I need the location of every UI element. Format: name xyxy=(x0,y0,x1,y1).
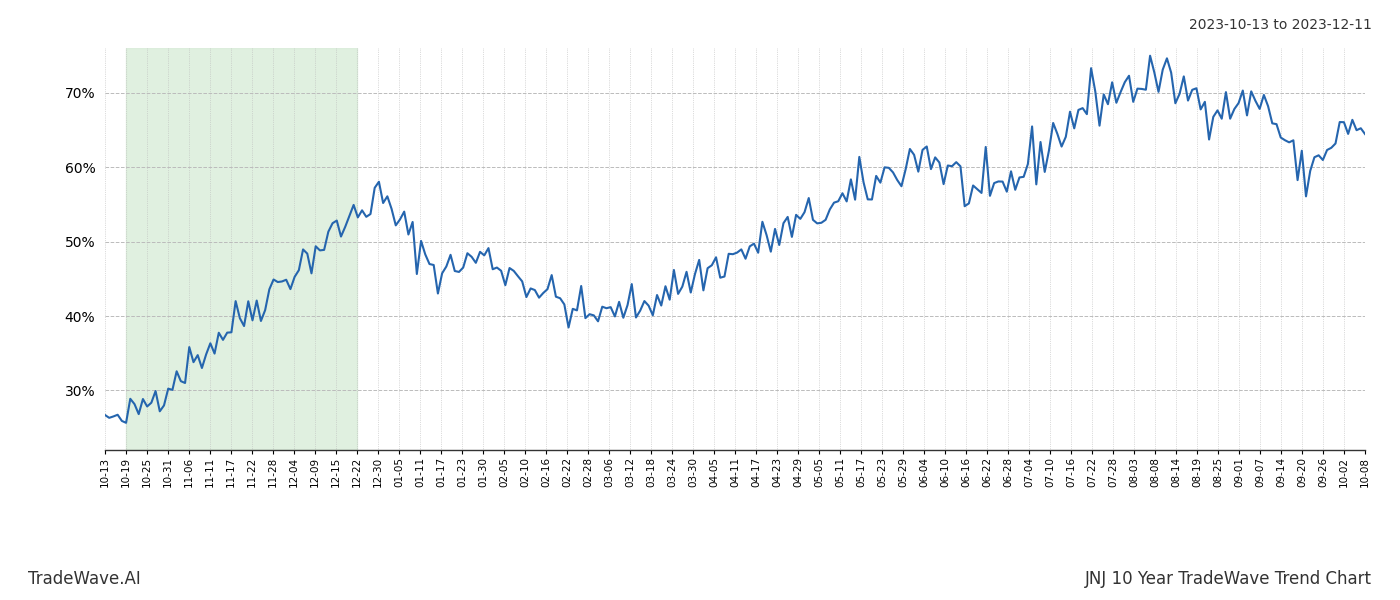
Text: TradeWave.AI: TradeWave.AI xyxy=(28,570,141,588)
Text: JNJ 10 Year TradeWave Trend Chart: JNJ 10 Year TradeWave Trend Chart xyxy=(1085,570,1372,588)
Bar xyxy=(126,48,357,450)
Text: 2023-10-13 to 2023-12-11: 2023-10-13 to 2023-12-11 xyxy=(1189,18,1372,32)
